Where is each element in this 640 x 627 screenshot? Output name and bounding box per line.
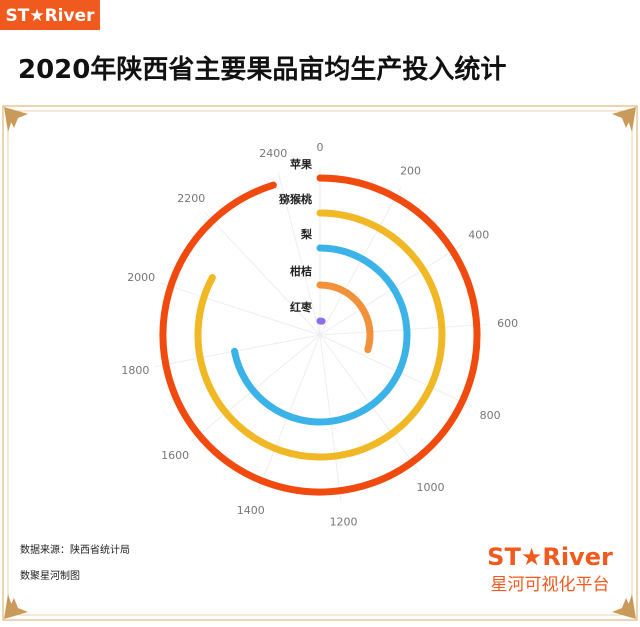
tick-label: 200 xyxy=(400,164,421,177)
tick-label: 2200 xyxy=(177,192,205,205)
tick-label: 800 xyxy=(480,409,501,422)
tick-label: 1200 xyxy=(330,516,358,529)
title: 2020年陕西省主要果品亩均生产投入统计 xyxy=(18,54,506,85)
grid-line xyxy=(160,282,321,336)
category-label: 梨 xyxy=(300,227,313,241)
credit: 数聚星河制图 xyxy=(20,569,80,582)
bar-arc xyxy=(316,281,374,354)
category-label: 柑桔 xyxy=(290,264,312,278)
frame xyxy=(2,105,638,621)
bar-arc xyxy=(231,244,411,426)
tick-label: 1000 xyxy=(417,481,445,494)
tick-label: 2400 xyxy=(259,147,287,160)
tick-label: 0 xyxy=(317,141,324,154)
tick-label: 1800 xyxy=(121,364,149,377)
chart: 0 200 400 600 800 1000 1200 1400 1600 1800 2000 220… xyxy=(121,141,518,529)
tick-label: 600 xyxy=(497,317,518,330)
source: 数据来源：陕西省统计局 xyxy=(20,543,130,556)
bar-arc xyxy=(194,209,446,461)
tick-label: 1400 xyxy=(237,504,265,517)
tick-label: 400 xyxy=(468,228,489,241)
tick-label: 2000 xyxy=(127,271,155,284)
category-label: 苹果 xyxy=(290,157,312,171)
platform: 星河可视化平台 xyxy=(491,575,610,595)
grid-line xyxy=(204,212,321,336)
tick-label: 1600 xyxy=(161,449,189,462)
category-label: 猕猴桃 xyxy=(279,192,312,206)
footer-logo: ST★River xyxy=(487,543,613,571)
logo-box xyxy=(0,0,100,30)
category-label: 红枣 xyxy=(290,300,313,314)
logo: ST★River xyxy=(6,6,96,26)
grid-line xyxy=(277,172,321,336)
frame-inner xyxy=(7,110,633,616)
corner-ornaments xyxy=(4,107,636,619)
bar-arc xyxy=(159,174,481,496)
